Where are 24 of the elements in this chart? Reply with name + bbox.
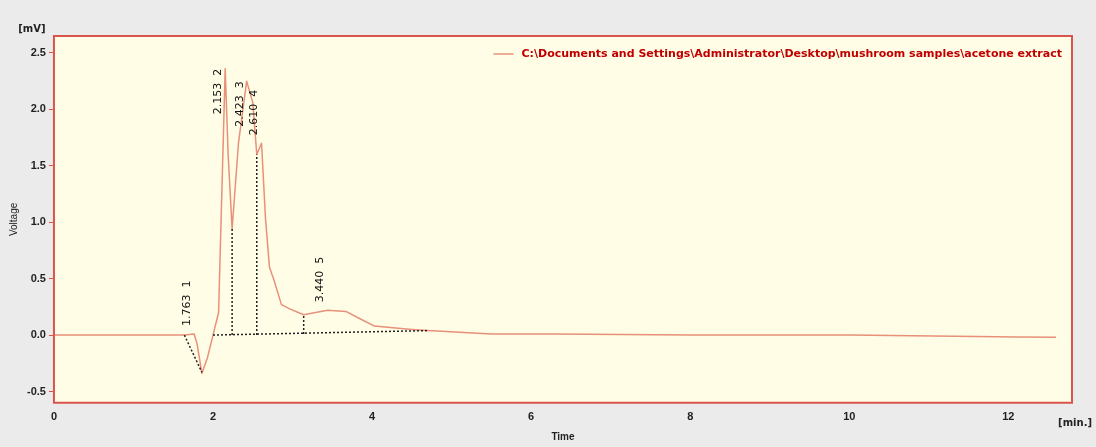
text: [min.] (1058, 417, 1092, 429)
y-tick-label: 0.5 (30, 271, 46, 284)
x-tick-label: 8 (687, 410, 694, 423)
annotation: 2.610 4 (247, 89, 261, 136)
x-tick-label: 0 (50, 410, 58, 423)
x-axis-title: Time (551, 430, 575, 442)
y-axis-title: Voltage (7, 202, 19, 237)
y-tick-label: 2.5 (30, 45, 46, 58)
y-tick-label: 1.5 (30, 158, 46, 171)
x-tick-label: 4 (369, 410, 377, 423)
legend-label: C:\Documents and Settings\Administrator\Desktop\mushroom samples\acetone extract (521, 46, 1063, 60)
annotation: 2.423 3 (232, 81, 246, 127)
annotation: 1.763 1 (180, 280, 194, 326)
y-tick-label: 0.0 (30, 328, 46, 341)
x-tick-label: 12 (1002, 410, 1015, 423)
annotation: 3.440 5 (313, 256, 327, 303)
x-tick-label: 2 (209, 410, 217, 423)
y-tick-label: 1.0 (30, 215, 46, 228)
x-tick-label: 10 (843, 410, 856, 423)
text: [mV] (18, 22, 46, 34)
y-tick-label: 2.0 (30, 102, 46, 115)
annotation: 2.153 2 (211, 68, 225, 115)
y-tick-label: -0.5 (26, 384, 46, 397)
x-tick-label: 6 (528, 410, 535, 423)
